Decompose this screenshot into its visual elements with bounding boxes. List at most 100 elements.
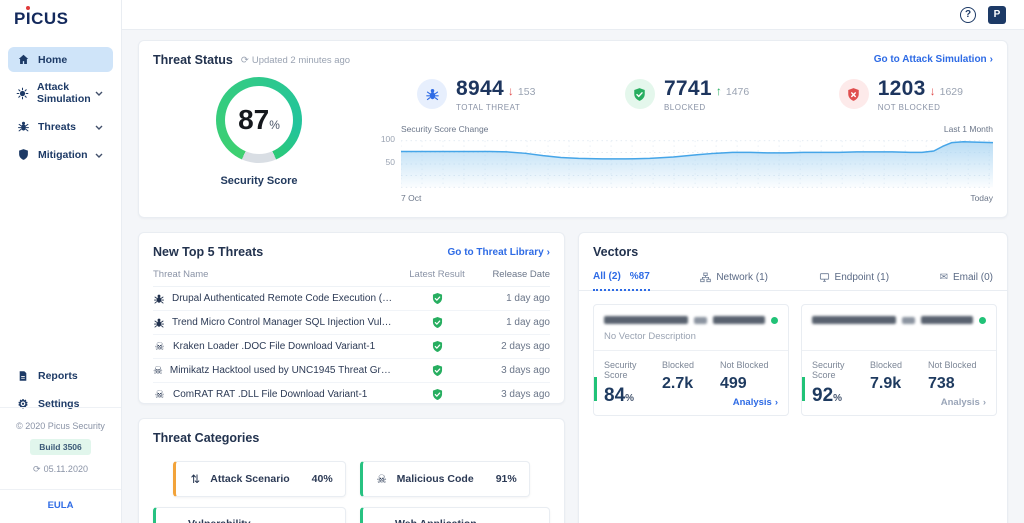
redacted-vector-target: [921, 316, 973, 324]
category-web-application-attacks[interactable]: Web Application Attacks 76%: [360, 507, 550, 523]
threat-row[interactable]: Trend Micro Control Manager SQL Injectio…: [153, 311, 550, 335]
stat-label: BLOCKED: [663, 103, 706, 112]
sidebar-item-reports[interactable]: Reports: [8, 364, 113, 388]
release-date: 2 days ago: [501, 341, 550, 352]
sidebar-item-home[interactable]: Home: [8, 47, 113, 72]
category-value: 91%: [495, 473, 517, 485]
link-label: Go to Attack Simulation: [873, 54, 987, 65]
sidebar-item-label: Threats: [38, 120, 76, 133]
tab-all[interactable]: All (2) %87: [593, 271, 650, 291]
security-score-change-chart: Security Score Change Last 1 Month 100 5…: [365, 124, 993, 203]
table-header: Threat Name Latest Result Release Date: [153, 259, 550, 287]
threat-row[interactable]: Drupal Authenticated Remote Code Executi…: [153, 287, 550, 311]
gear-icon: ⚙: [17, 397, 29, 411]
column-release-date: Release Date: [492, 269, 550, 280]
status-dot: [771, 316, 778, 324]
sidebar-item-mitigation[interactable]: Mitigation: [8, 142, 113, 167]
release-date: 1 day ago: [506, 293, 550, 304]
category-malicious-code[interactable]: ☠ Malicious Code 91%: [359, 461, 530, 497]
percent-sign: %: [269, 118, 280, 132]
column-latest-result: Latest Result: [409, 269, 465, 280]
y-axis-tick: 100: [380, 134, 395, 144]
chevron-down-icon: [95, 87, 103, 99]
vector-card: No Vector Description Security Score 84%…: [593, 304, 789, 416]
category-label: Malicious Code: [396, 473, 474, 485]
vector-tabs: All (2) %87 Network (1) Endpoint (1) ✉ E…: [579, 271, 1007, 291]
category-label: Vulnerability Exploitation: [188, 518, 290, 523]
category-vulnerability-exploitation[interactable]: Vulnerability Exploitation 88%: [153, 507, 347, 523]
redacted-separator: [902, 316, 915, 324]
category-attack-scenario[interactable]: ⇅ Attack Scenario 40%: [173, 461, 346, 497]
result-shield-check-icon: [431, 316, 444, 329]
analysis-link[interactable]: Analysis ›: [941, 397, 986, 408]
vector-not-blocked: 738: [928, 375, 955, 392]
attack-simulation-icon: [16, 87, 29, 100]
threat-name: ComRAT RAT .DLL File Download Variant-1: [173, 389, 368, 400]
vector-blocked: 7.9k: [870, 375, 902, 392]
threat-row[interactable]: ☠ Mimikatz Hacktool used by UNC1945 Threa…: [153, 359, 550, 383]
tab-label: Email (0): [952, 272, 993, 283]
security-score-value: 87: [238, 104, 270, 135]
eula-link[interactable]: EULA: [47, 500, 74, 511]
endpoint-icon: [819, 272, 830, 283]
vector-card-header: [594, 305, 788, 331]
sidebar-item-label: Home: [38, 53, 68, 66]
threat-row[interactable]: ☠ Kraken Loader .DOC File Download Varian…: [153, 335, 550, 359]
tab-email[interactable]: ✉ Email (0): [940, 272, 993, 290]
report-file-icon: [16, 370, 30, 382]
threat-name: Mimikatz Hacktool used by UNC1945 Threat…: [169, 365, 394, 376]
threat-name: Kraken Loader .DOC File Download Variant…: [173, 341, 376, 352]
threat-row[interactable]: ☠ ComRAT RAT .DLL File Download Variant-1…: [153, 383, 550, 406]
sidebar-item-attack-simulation[interactable]: Attack Simulation: [8, 75, 113, 111]
logo-letter: P: [14, 9, 26, 28]
updated-timestamp: ⟳ Updated 2 minutes ago: [240, 54, 351, 66]
go-to-threat-library-link[interactable]: Go to Threat Library ›: [448, 247, 550, 258]
stat-label: Security Score: [604, 360, 637, 380]
redacted-vector-target: [713, 316, 765, 324]
stat-value: 8944: [456, 77, 504, 100]
stat-label: Security Score: [812, 360, 845, 380]
category-label: Attack Scenario: [210, 473, 290, 485]
build-badge: Build 3506: [30, 439, 91, 455]
analysis-link[interactable]: Analysis ›: [733, 397, 778, 408]
vector-cards: No Vector Description Security Score 84%…: [579, 304, 1007, 416]
chart-range-label: Last 1 Month: [943, 124, 993, 134]
topbar: ? P: [122, 0, 1024, 30]
copyright-text: © 2020 Picus Security: [16, 421, 105, 431]
vector-blocked: 2.7k: [662, 375, 694, 392]
chevron-down-icon: [95, 149, 103, 161]
main-content: Threat Status ⟳ Updated 2 minutes ago Go …: [122, 30, 1024, 523]
logo-red-dot: [26, 6, 31, 10]
tab-endpoint[interactable]: Endpoint (1): [819, 272, 889, 290]
sidebar-footer: © 2020 Picus Security Build 3506 ⟳ 05.11.…: [0, 407, 121, 523]
arrow-down-icon: ↓: [507, 84, 514, 98]
top-threats-card: New Top 5 Threats Go to Threat Library › …: [138, 232, 565, 404]
result-shield-check-icon: [431, 292, 444, 305]
help-icon[interactable]: ?: [960, 6, 976, 23]
spider-icon: [153, 317, 165, 329]
threat-name: Drupal Authenticated Remote Code Executi…: [172, 293, 394, 304]
user-avatar[interactable]: P: [988, 5, 1006, 24]
stat-delta: 1476: [725, 86, 750, 98]
sidebar-item-label: Attack Simulation: [37, 81, 91, 105]
link-label: Analysis: [940, 397, 980, 408]
donut-center: 87 %: [225, 86, 293, 154]
bug-icon: [417, 79, 447, 109]
sidebar-item-label: Reports: [38, 370, 78, 382]
chevron-down-icon: [95, 121, 103, 133]
result-shield-check-icon: [431, 364, 444, 377]
vector-score: 84: [604, 385, 626, 406]
tab-network[interactable]: Network (1): [700, 272, 768, 290]
email-icon: ✉: [939, 272, 948, 283]
bug-icon: [16, 120, 30, 133]
status-dot: [979, 316, 986, 324]
category-label: Web Application Attacks: [395, 518, 494, 523]
arrow-up-icon: ↑: [715, 84, 722, 98]
skull-icon: ☠: [376, 474, 387, 486]
stat-value: 7741: [663, 77, 712, 100]
sidebar-item-threats[interactable]: Threats: [8, 114, 113, 139]
stat-not-blocked: 1203 ↓ 1629 NOT BLOCKED: [838, 77, 963, 112]
picus-logo[interactable]: P I CUS: [0, 0, 121, 29]
go-to-attack-simulation-link[interactable]: Go to Attack Simulation ›: [874, 54, 993, 65]
refresh-icon[interactable]: ⟳: [240, 54, 249, 66]
